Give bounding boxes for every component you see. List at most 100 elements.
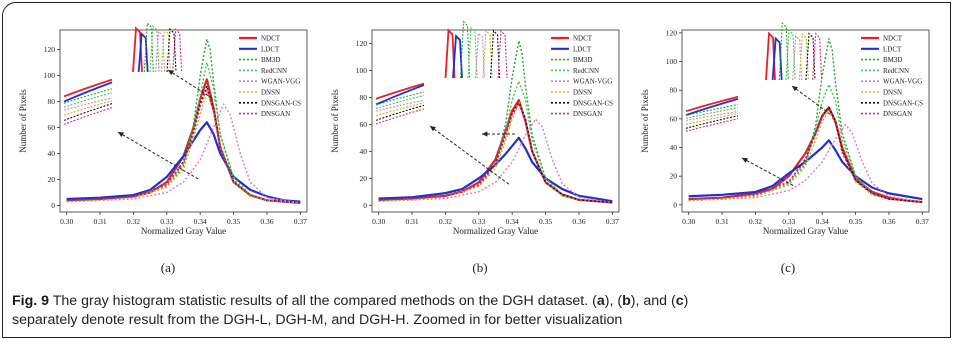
zoom-peak-dnsgan-cs: [805, 32, 816, 81]
zoom-arrow-head: [430, 126, 436, 132]
y-tick-label: 40: [360, 147, 368, 156]
y-tick-label: 40: [48, 149, 56, 158]
zoom-tail-ldct: [685, 98, 739, 116]
zoom-peak-wgan-vgg: [155, 30, 166, 73]
x-axis-label: Normalized Gray Value: [763, 226, 848, 236]
x-tick-label: 0.37: [294, 217, 307, 226]
y-tick-label: 80: [360, 93, 368, 102]
y-axis-label: Number of Pixels: [330, 89, 340, 153]
y-tick-label: 120: [666, 28, 678, 37]
zoom-peak-dnsgan-cs: [489, 29, 501, 79]
zoom-tail-redcnn: [685, 107, 739, 119]
y-tick-label: 60: [360, 120, 368, 129]
x-tick-label: 0.34: [506, 217, 519, 226]
caption-ref-c: c: [675, 293, 684, 309]
plot-area: [59, 29, 308, 213]
legend-entry: LDCT: [261, 45, 280, 53]
caption-text-3: ), and (: [630, 293, 676, 309]
figure-caption: Fig. 9 The gray histogram statistic resu…: [12, 292, 947, 330]
zoom-tail-ndct: [63, 78, 113, 98]
series-group: [378, 40, 613, 204]
zoom-tail-dnsgan: [685, 118, 739, 132]
series-line-dnsn: [66, 90, 301, 204]
x-tick-label: 0.31: [405, 217, 418, 226]
zoom-peak-dnsn: [482, 29, 493, 79]
zoom-peak-dnsn: [160, 28, 171, 73]
y-tick-label: 100: [44, 71, 56, 80]
caption-text-2: ), (: [604, 293, 623, 309]
x-tick-label: 0.33: [472, 217, 485, 226]
y-tick-label: 100: [356, 66, 368, 75]
legend-entry: NDCT: [573, 35, 593, 43]
x-tick-label: 0.37: [606, 217, 619, 226]
y-tick-label: 80: [670, 86, 678, 95]
x-tick-label: 0.34: [816, 217, 829, 226]
y-axis-label: Number of Pixels: [640, 89, 650, 153]
y-tick-label: 0: [363, 201, 367, 210]
panel-label-b: (b): [472, 260, 487, 275]
zoom-inset-peak: [132, 21, 183, 73]
zoom-tail-dnsn: [375, 102, 425, 117]
series-line-dnsn: [378, 102, 613, 204]
legend-entry: DNSGAN: [883, 110, 912, 118]
legend-entry: DNSN: [261, 89, 280, 97]
zoom-arrow-head: [792, 86, 798, 92]
y-tick-label: 60: [48, 123, 56, 132]
y-tick-label: 20: [360, 174, 368, 183]
legend-entry: RedCNN: [883, 67, 909, 75]
x-tick-label: 0.30: [682, 217, 695, 226]
zoom-arrow-head: [482, 131, 488, 137]
zoom-peak-ndct: [444, 28, 456, 79]
x-tick-label: 0.33: [782, 217, 795, 226]
caption-fig-label: Fig. 9: [12, 293, 50, 309]
zoom-arrow-peak: [791, 85, 831, 115]
x-tick-label: 0.34: [194, 217, 207, 226]
zoom-inset-tail: [63, 78, 113, 125]
legend: NDCT LDCT BM3D RedCNN WGAN-VGG DNSN DNSGAN-CS D…: [861, 35, 923, 118]
series-line-bm3d: [378, 40, 613, 204]
zoom-peak-wgan-vgg: [474, 32, 486, 79]
x-tick-label: 0.36: [260, 217, 273, 226]
zoom-peak-dnsgan: [812, 32, 823, 81]
y-tick-label: 60: [670, 114, 678, 123]
x-tick-label: 0.32: [439, 217, 452, 226]
x-axis-label: Normalized Gray Value: [453, 226, 538, 236]
x-tick-label: 0.32: [749, 217, 762, 226]
zoom-tail-wgan-vgg: [63, 97, 113, 111]
x-tick-label: 0.36: [572, 217, 585, 226]
zoom-inset-tail: [685, 95, 739, 132]
x-tick-label: 0.31: [715, 217, 728, 226]
zoom-tail-ndct: [375, 82, 425, 100]
zoom-peak-bm3d: [143, 21, 154, 73]
zoom-arrow-tail: [429, 125, 511, 186]
series-line-dnsgan: [378, 103, 613, 204]
zoom-peak-redcnn: [149, 24, 160, 73]
zoom-arrow-tail: [741, 157, 795, 187]
y-axis-label: Number of Pixels: [18, 89, 28, 153]
legend-entry: DNSN: [883, 89, 902, 97]
x-tick-label: 0.37: [916, 217, 929, 226]
legend-entry: DNSGAN-CS: [573, 99, 613, 107]
zoom-arrow-tail: [117, 131, 201, 181]
x-tick-label: 0.35: [539, 217, 552, 226]
legend-entry: WGAN-VGG: [573, 78, 612, 86]
caption-ref-a: a: [596, 293, 605, 309]
zoom-inset-tail: [375, 82, 425, 125]
zoom-tail-wgan-vgg: [685, 110, 739, 122]
y-tick-label: 20: [48, 175, 56, 184]
zoom-peak-dnsgan: [497, 29, 508, 79]
plot-area: [371, 29, 620, 213]
zoom-arrow-peak: [167, 69, 216, 101]
figure-frame: [2, 2, 951, 338]
zoom-inset-peak: [444, 20, 508, 79]
caption-text-1: The gray histogram statistic results of …: [49, 293, 597, 309]
series-line-wgan-vgg: [378, 118, 613, 204]
zoom-tail-ndct: [685, 95, 739, 113]
zoom-tail-dnsn: [63, 100, 113, 116]
zoom-tail-dnsgan-cs: [685, 115, 739, 129]
series-line-bm3d: [688, 37, 923, 203]
series-line-dnsgan: [66, 87, 301, 204]
zoom-arrow-head: [742, 158, 748, 163]
legend-entry: DNSN: [573, 89, 592, 97]
y-tick-label: 80: [48, 97, 56, 106]
